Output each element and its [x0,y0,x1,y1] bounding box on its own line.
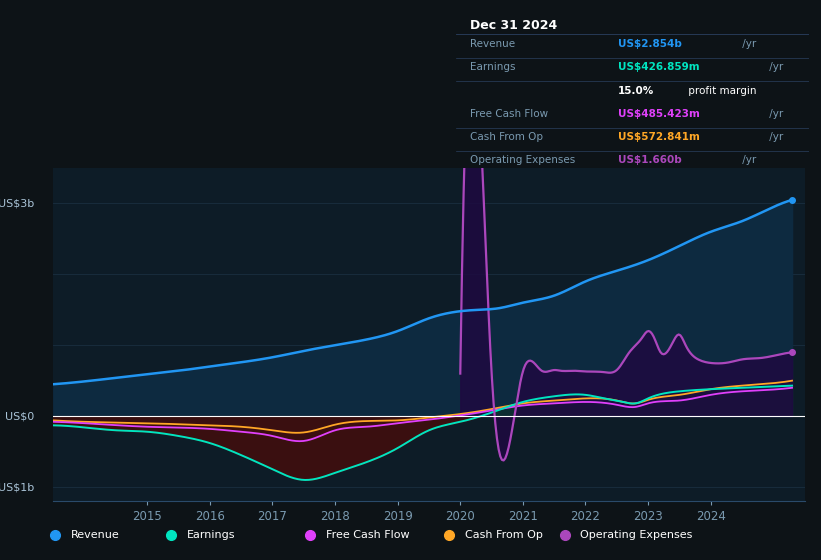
Text: Cash From Op: Cash From Op [465,530,543,540]
Text: Revenue: Revenue [470,39,515,49]
Text: 15.0%: 15.0% [618,86,654,96]
Text: Revenue: Revenue [71,530,120,540]
Text: profit margin: profit margin [686,86,757,96]
Text: US$1.660b: US$1.660b [618,155,681,165]
Text: US$2.854b: US$2.854b [618,39,682,49]
Text: Free Cash Flow: Free Cash Flow [326,530,409,540]
Text: Cash From Op: Cash From Op [470,132,543,142]
Text: US$0: US$0 [5,411,34,421]
Text: US$426.859m: US$426.859m [618,62,699,72]
Text: Earnings: Earnings [470,62,516,72]
Text: US$572.841m: US$572.841m [618,132,700,142]
Text: /yr: /yr [739,155,756,165]
Text: Free Cash Flow: Free Cash Flow [470,109,548,119]
Text: US$485.423m: US$485.423m [618,109,700,119]
Text: Operating Expenses: Operating Expenses [580,530,693,540]
Text: /yr: /yr [766,109,783,119]
Text: Dec 31 2024: Dec 31 2024 [470,20,557,32]
Text: Operating Expenses: Operating Expenses [470,155,575,165]
Text: /yr: /yr [766,62,783,72]
Text: /yr: /yr [739,39,756,49]
Text: -US$1b: -US$1b [0,482,34,492]
Text: Earnings: Earnings [186,530,235,540]
Text: /yr: /yr [766,132,783,142]
Text: US$3b: US$3b [0,198,34,208]
